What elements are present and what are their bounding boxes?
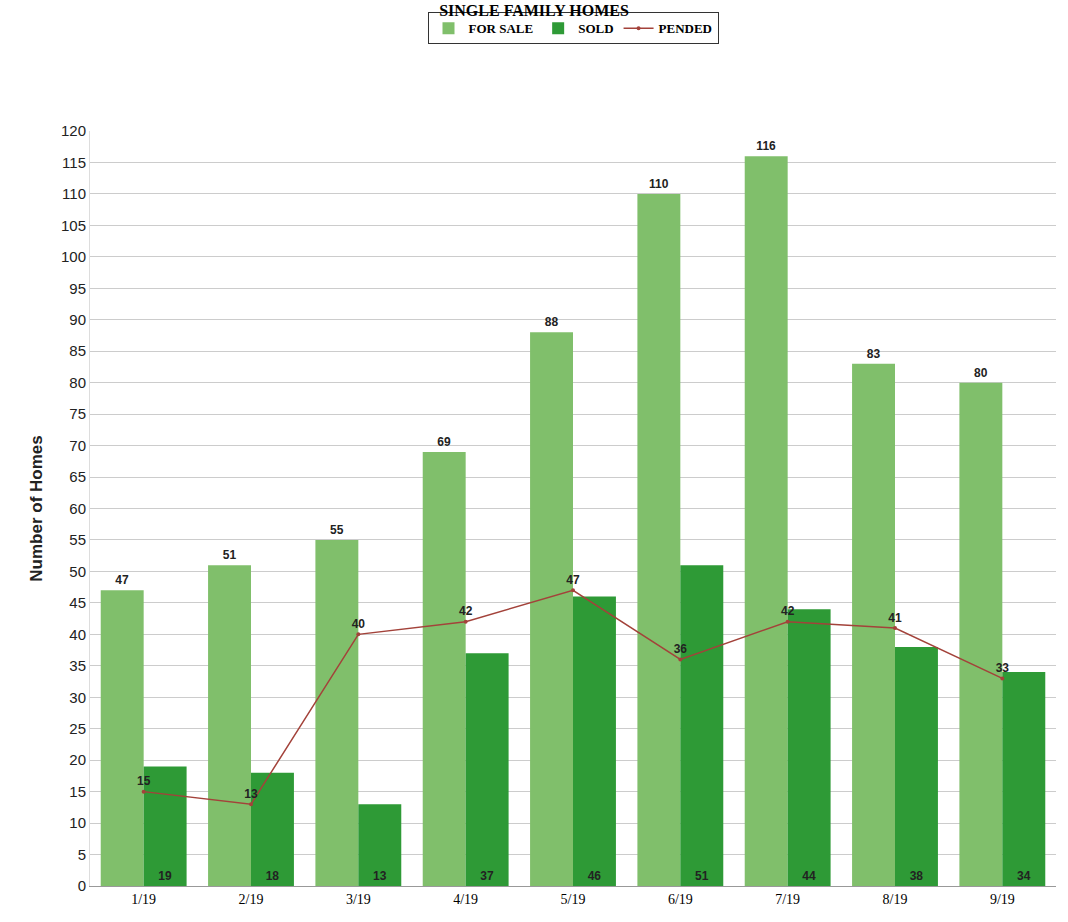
svg-text:110: 110	[62, 185, 86, 202]
svg-text:47: 47	[115, 573, 129, 587]
svg-text:50: 50	[69, 563, 86, 580]
svg-text:30: 30	[69, 689, 86, 706]
svg-text:13: 13	[373, 869, 387, 883]
svg-text:19: 19	[158, 869, 172, 883]
svg-text:SINGLE FAMILY HOMES: SINGLE FAMILY HOMES	[439, 2, 629, 19]
svg-text:PENDED: PENDED	[659, 21, 712, 36]
svg-text:100: 100	[61, 248, 86, 265]
svg-text:51: 51	[695, 869, 709, 883]
svg-text:65: 65	[69, 468, 86, 485]
svg-text:115: 115	[62, 154, 86, 171]
svg-text:83: 83	[867, 347, 881, 361]
svg-text:116: 116	[756, 139, 776, 153]
svg-text:88: 88	[545, 315, 559, 329]
svg-text:110: 110	[649, 177, 669, 191]
svg-text:44: 44	[802, 869, 816, 883]
svg-text:37: 37	[480, 869, 494, 883]
svg-text:5/19: 5/19	[561, 892, 586, 907]
svg-text:4/19: 4/19	[453, 892, 478, 907]
svg-text:51: 51	[223, 548, 237, 562]
svg-text:35: 35	[69, 657, 86, 674]
svg-text:SOLD: SOLD	[578, 21, 613, 36]
svg-text:80: 80	[69, 374, 86, 391]
svg-text:36: 36	[674, 642, 688, 656]
svg-text:Number of Homes: Number of Homes	[27, 435, 46, 581]
svg-text:1/19: 1/19	[131, 892, 156, 907]
svg-text:46: 46	[588, 869, 602, 883]
svg-text:13: 13	[244, 787, 258, 801]
svg-text:20: 20	[69, 751, 86, 768]
svg-text:38: 38	[910, 869, 924, 883]
svg-text:7/19: 7/19	[775, 892, 800, 907]
svg-text:45: 45	[69, 594, 86, 611]
svg-text:0: 0	[78, 877, 86, 894]
svg-text:8/19: 8/19	[883, 892, 908, 907]
svg-text:18: 18	[266, 869, 280, 883]
svg-text:3/19: 3/19	[346, 892, 371, 907]
svg-text:6/19: 6/19	[668, 892, 693, 907]
svg-text:47: 47	[566, 573, 580, 587]
svg-text:55: 55	[330, 523, 344, 537]
svg-text:80: 80	[974, 366, 988, 380]
svg-text:15: 15	[137, 774, 151, 788]
svg-text:42: 42	[459, 604, 473, 618]
svg-text:10: 10	[69, 814, 86, 831]
svg-text:33: 33	[996, 661, 1010, 675]
svg-text:75: 75	[69, 405, 86, 422]
svg-text:60: 60	[69, 500, 86, 517]
svg-text:25: 25	[69, 720, 86, 737]
svg-text:120: 120	[61, 122, 86, 139]
svg-text:5: 5	[78, 846, 86, 863]
svg-text:70: 70	[69, 437, 86, 454]
svg-text:69: 69	[437, 435, 451, 449]
svg-text:55: 55	[69, 531, 86, 548]
svg-text:2/19: 2/19	[239, 892, 264, 907]
svg-text:9/19: 9/19	[990, 892, 1015, 907]
svg-text:95: 95	[69, 280, 86, 297]
svg-text:40: 40	[352, 617, 366, 631]
svg-text:40: 40	[69, 626, 86, 643]
svg-text:85: 85	[69, 342, 86, 359]
svg-text:FOR SALE: FOR SALE	[469, 21, 534, 36]
svg-text:15: 15	[69, 783, 86, 800]
svg-text:42: 42	[781, 604, 795, 618]
svg-text:90: 90	[69, 311, 86, 328]
svg-text:41: 41	[888, 611, 902, 625]
svg-text:34: 34	[1017, 869, 1031, 883]
svg-text:105: 105	[61, 217, 86, 234]
